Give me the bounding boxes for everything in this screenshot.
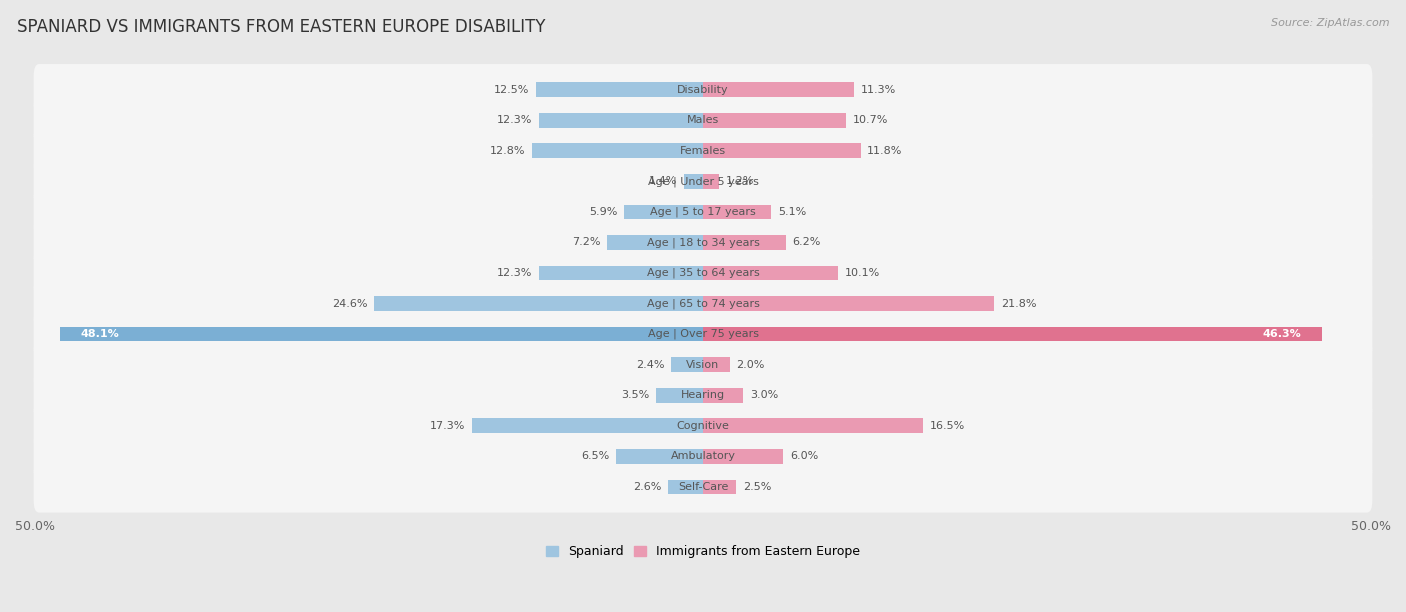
Bar	[607, 235, 703, 250]
Text: 11.8%: 11.8%	[868, 146, 903, 156]
Bar	[703, 388, 744, 403]
Bar	[703, 174, 718, 188]
Text: 6.5%: 6.5%	[581, 452, 609, 461]
Bar	[616, 449, 703, 464]
Text: 46.3%: 46.3%	[1263, 329, 1302, 339]
Text: Age | 18 to 34 years: Age | 18 to 34 years	[647, 237, 759, 248]
FancyBboxPatch shape	[34, 247, 1372, 299]
FancyBboxPatch shape	[34, 155, 1372, 207]
FancyBboxPatch shape	[34, 308, 1372, 360]
FancyBboxPatch shape	[34, 339, 1372, 390]
Bar	[703, 419, 924, 433]
Text: 6.0%: 6.0%	[790, 452, 818, 461]
Text: Age | Over 75 years: Age | Over 75 years	[648, 329, 758, 340]
Bar	[472, 419, 703, 433]
Text: 16.5%: 16.5%	[931, 421, 966, 431]
Bar	[538, 266, 703, 280]
FancyBboxPatch shape	[34, 95, 1372, 146]
Text: 17.3%: 17.3%	[430, 421, 465, 431]
FancyBboxPatch shape	[34, 400, 1372, 452]
Text: 10.1%: 10.1%	[845, 268, 880, 278]
Text: 2.0%: 2.0%	[737, 360, 765, 370]
Text: 24.6%: 24.6%	[332, 299, 367, 308]
Text: 21.8%: 21.8%	[1001, 299, 1036, 308]
Text: Self-Care: Self-Care	[678, 482, 728, 492]
Text: Males: Males	[688, 115, 718, 125]
Bar	[703, 143, 860, 158]
Text: Ambulatory: Ambulatory	[671, 452, 735, 461]
Text: 48.1%: 48.1%	[80, 329, 120, 339]
Bar	[703, 83, 853, 97]
Bar	[703, 357, 730, 372]
Text: Source: ZipAtlas.com: Source: ZipAtlas.com	[1271, 18, 1389, 28]
Text: Age | 65 to 74 years: Age | 65 to 74 years	[647, 298, 759, 309]
Bar	[668, 480, 703, 494]
Bar	[703, 480, 737, 494]
FancyBboxPatch shape	[34, 431, 1372, 482]
Text: Vision: Vision	[686, 360, 720, 370]
Bar	[536, 83, 703, 97]
FancyBboxPatch shape	[34, 125, 1372, 176]
Text: Hearing: Hearing	[681, 390, 725, 400]
Bar	[703, 204, 770, 219]
Text: 1.2%: 1.2%	[725, 176, 754, 187]
Text: Cognitive: Cognitive	[676, 421, 730, 431]
Text: SPANIARD VS IMMIGRANTS FROM EASTERN EUROPE DISABILITY: SPANIARD VS IMMIGRANTS FROM EASTERN EURO…	[17, 18, 546, 36]
Text: Age | Under 5 years: Age | Under 5 years	[648, 176, 758, 187]
Text: 2.6%: 2.6%	[633, 482, 662, 492]
Bar	[703, 449, 783, 464]
Text: 2.4%: 2.4%	[636, 360, 664, 370]
Text: 3.0%: 3.0%	[749, 390, 778, 400]
FancyBboxPatch shape	[34, 217, 1372, 268]
Text: 7.2%: 7.2%	[572, 237, 600, 247]
FancyBboxPatch shape	[34, 186, 1372, 237]
Bar	[703, 266, 838, 280]
Bar	[538, 113, 703, 127]
Text: Age | 35 to 64 years: Age | 35 to 64 years	[647, 268, 759, 278]
FancyBboxPatch shape	[34, 278, 1372, 329]
Text: 12.5%: 12.5%	[494, 84, 529, 95]
Text: 11.3%: 11.3%	[860, 84, 896, 95]
Text: 3.5%: 3.5%	[621, 390, 650, 400]
Text: 5.1%: 5.1%	[778, 207, 806, 217]
Bar	[624, 204, 703, 219]
Text: 6.2%: 6.2%	[793, 237, 821, 247]
Legend: Spaniard, Immigrants from Eastern Europe: Spaniard, Immigrants from Eastern Europe	[541, 540, 865, 563]
Bar	[685, 174, 703, 188]
Bar	[657, 388, 703, 403]
Bar	[703, 113, 846, 127]
FancyBboxPatch shape	[34, 370, 1372, 421]
Text: Females: Females	[681, 146, 725, 156]
Text: 5.9%: 5.9%	[589, 207, 617, 217]
FancyBboxPatch shape	[34, 461, 1372, 513]
Bar	[671, 357, 703, 372]
Text: 12.3%: 12.3%	[496, 268, 531, 278]
Text: 12.3%: 12.3%	[496, 115, 531, 125]
Bar	[703, 327, 1322, 341]
Bar	[531, 143, 703, 158]
FancyBboxPatch shape	[34, 64, 1372, 116]
Text: Age | 5 to 17 years: Age | 5 to 17 years	[650, 207, 756, 217]
Bar	[703, 296, 994, 311]
Text: 10.7%: 10.7%	[852, 115, 889, 125]
Text: 2.5%: 2.5%	[744, 482, 772, 492]
Bar	[703, 235, 786, 250]
Bar	[374, 296, 703, 311]
Text: 12.8%: 12.8%	[489, 146, 526, 156]
Text: Disability: Disability	[678, 84, 728, 95]
Text: 1.4%: 1.4%	[650, 176, 678, 187]
Bar	[60, 327, 703, 341]
